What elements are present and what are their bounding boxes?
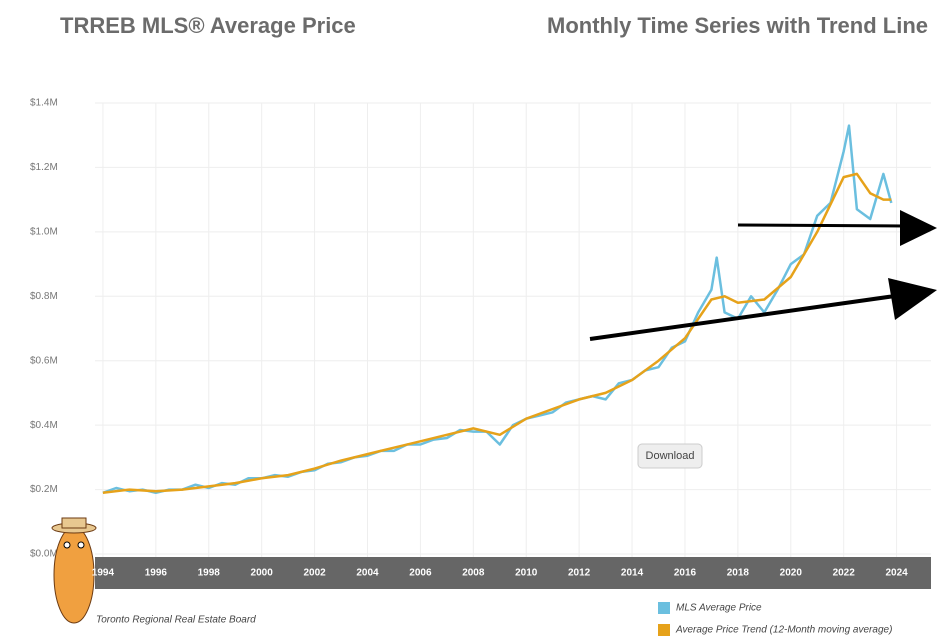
x-tick-label: 2002: [303, 568, 326, 579]
plot: [102, 124, 893, 495]
y-tick-label: $0.4M: [30, 420, 58, 431]
x-tick-label: 2018: [727, 568, 750, 579]
y-tick-label: $1.2M: [30, 162, 58, 173]
y-tick-label: $0.2M: [30, 484, 58, 495]
x-tick-label: 2022: [833, 568, 856, 579]
x-tick-label: 2000: [251, 568, 274, 579]
mascot: [51, 517, 97, 624]
legend: MLS Average Price Average Price Trend (12…: [658, 602, 892, 636]
x-tick-label: 1998: [198, 568, 221, 579]
x-tick-label: 2020: [780, 568, 803, 579]
annotation-arrows: [589, 210, 937, 341]
x-tick-label: 2008: [462, 568, 485, 579]
y-tick-label: $0.0M: [30, 549, 58, 560]
download-label[interactable]: Download: [646, 450, 695, 462]
x-tick-label: 2014: [621, 568, 644, 579]
legend-label: Average Price Trend (12-Month moving ave…: [675, 625, 892, 636]
legend-label: MLS Average Price: [676, 603, 762, 614]
y-tick-label: $0.6M: [30, 355, 58, 366]
legend-swatch: [658, 624, 670, 636]
x-tick-label: 1996: [145, 568, 168, 579]
x-tick-label: 2012: [568, 568, 591, 579]
source: Toronto Regional Real Estate Board: [96, 615, 256, 626]
download-button[interactable]: Download: [637, 443, 703, 469]
grid: $0.0M $0.2M $0.4M $0.6M $0.8M $1.0M $1.2M $1.4M: [30, 98, 931, 562]
x-tick-label: 2006: [409, 568, 432, 579]
x-tick-label: 2016: [674, 568, 697, 579]
series-line: [102, 172, 892, 495]
x-tick-label: 2024: [885, 568, 908, 579]
x-tick-label: 2010: [515, 568, 538, 579]
x-tick-label: 2004: [356, 568, 379, 579]
legend-swatch: [658, 602, 670, 614]
x-axis-band: [95, 557, 931, 589]
chart-title: TRREB MLS® Average Price: [60, 13, 356, 38]
x-tick-label: 1994: [92, 568, 115, 579]
series-line: [102, 124, 893, 495]
y-tick-label: $1.0M: [30, 226, 58, 237]
chart-subtitle: Monthly Time Series with Trend Line: [547, 13, 928, 38]
y-tick-label: $0.8M: [30, 291, 58, 302]
y-tick-label: $1.4M: [30, 98, 58, 109]
